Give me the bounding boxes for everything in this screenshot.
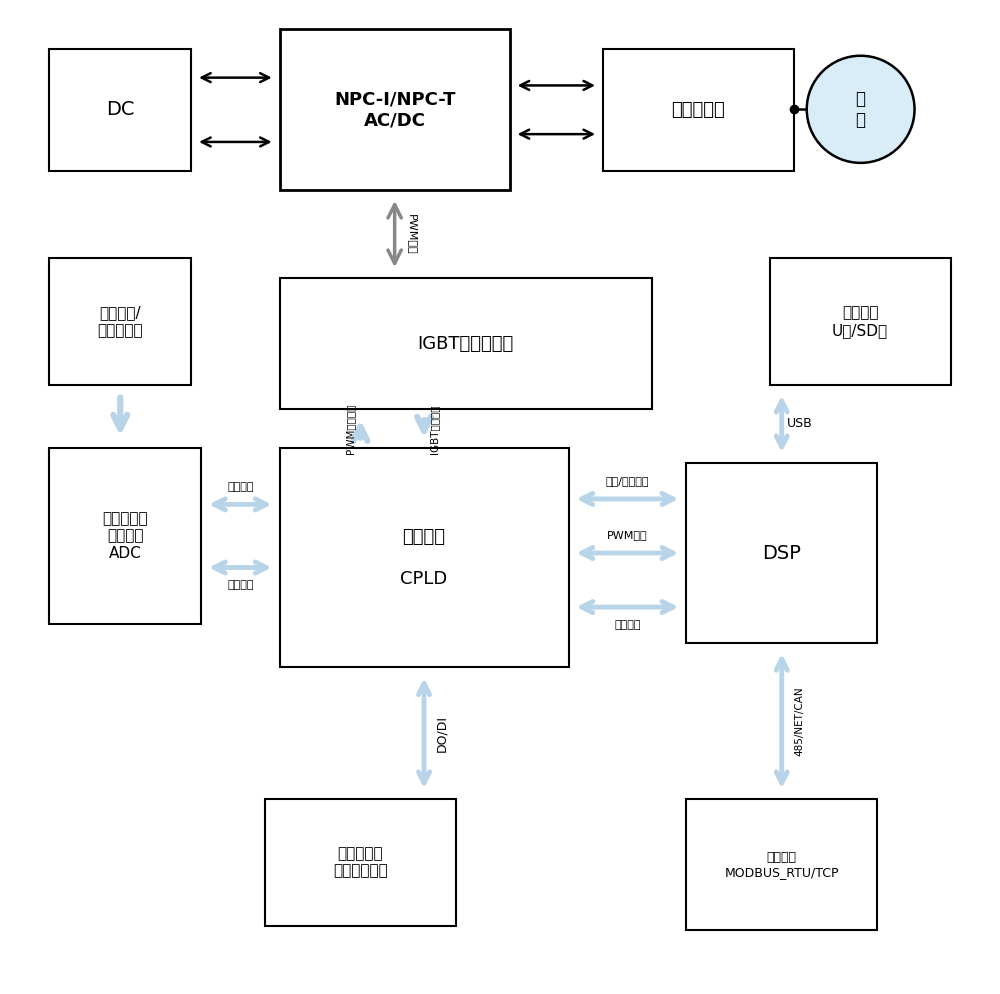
Text: NPC-I/NPC-T
AC/DC: NPC-I/NPC-T AC/DC xyxy=(334,90,455,129)
Text: 继电器输出
数字隔离输入: 继电器输出 数字隔离输入 xyxy=(333,846,388,879)
Text: 远程通信
MODBUS_RTU/TCP: 远程通信 MODBUS_RTU/TCP xyxy=(724,851,839,879)
Text: 电
网: 电 网 xyxy=(856,89,866,128)
Text: 信号调理与
隔离电路
ADC: 信号调理与 隔离电路 ADC xyxy=(102,511,148,561)
Circle shape xyxy=(807,56,915,163)
Text: 交流滤波器: 交流滤波器 xyxy=(672,100,725,119)
Text: DC: DC xyxy=(106,100,134,119)
Text: PWM驱动: PWM驱动 xyxy=(407,214,417,254)
Text: IGBT磁隔离驱动: IGBT磁隔离驱动 xyxy=(418,335,514,353)
Bar xyxy=(686,463,877,643)
Text: DO/DI: DO/DI xyxy=(435,715,448,751)
Text: 数据/地址总线: 数据/地址总线 xyxy=(606,476,649,486)
Bar xyxy=(265,799,456,925)
Text: IGBT故障输出: IGBT故障输出 xyxy=(429,405,439,453)
Bar xyxy=(603,49,794,171)
Bar xyxy=(280,277,652,410)
Bar xyxy=(770,258,951,385)
Text: PWM信号输出: PWM信号输出 xyxy=(346,404,356,454)
Text: PWM脉冲: PWM脉冲 xyxy=(607,531,648,541)
Text: 霍尔电压/
电流传感器: 霍尔电压/ 电流传感器 xyxy=(97,305,143,338)
Text: 中断信号: 中断信号 xyxy=(614,619,641,629)
Bar xyxy=(49,448,201,623)
Text: 485/NET/CAN: 485/NET/CAN xyxy=(794,686,804,755)
Text: 脉冲纠正

CPLD: 脉冲纠正 CPLD xyxy=(400,528,448,587)
Bar xyxy=(49,49,191,171)
Text: USB: USB xyxy=(787,417,812,430)
Bar xyxy=(49,258,191,385)
Bar xyxy=(280,448,569,668)
Bar xyxy=(686,799,877,930)
Text: 数据总线: 数据总线 xyxy=(227,580,254,590)
Text: DSP: DSP xyxy=(762,544,801,563)
Bar xyxy=(280,30,510,190)
Text: 故障录波
U盘/SD卡: 故障录波 U盘/SD卡 xyxy=(832,305,888,338)
Text: 控制信号: 控制信号 xyxy=(227,482,254,492)
